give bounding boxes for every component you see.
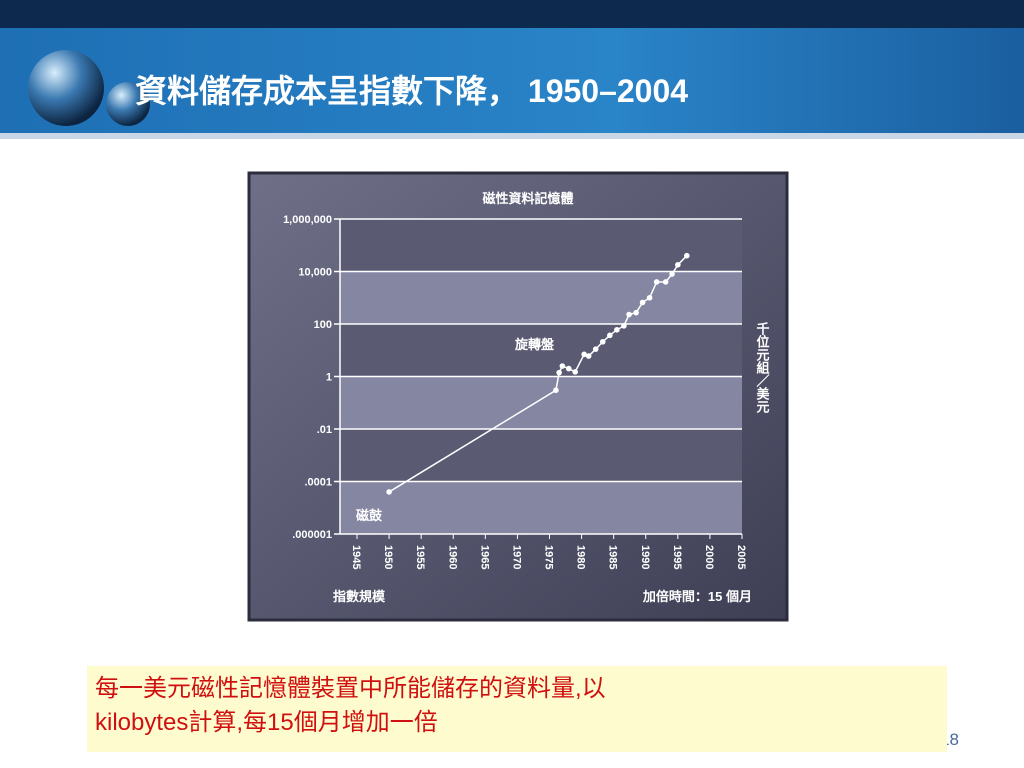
y-tick-label: 1 [326, 372, 332, 384]
point [621, 323, 627, 329]
y-tick-label: .000001 [292, 529, 332, 541]
point [653, 279, 660, 285]
band [340, 481, 742, 534]
x-tick-label: 1980 [575, 545, 587, 569]
x-axis-label: 指數規模 [333, 589, 386, 604]
point [669, 271, 675, 277]
note: 加倍時間：15 個月 [642, 589, 752, 604]
y-tick-label: .0001 [304, 477, 332, 489]
point [572, 369, 578, 375]
point [599, 338, 606, 345]
sphere [28, 50, 104, 126]
point [626, 311, 632, 318]
y-tick-label: .01 [317, 424, 332, 436]
y-tick-label: 10,000 [298, 267, 332, 279]
point [553, 387, 559, 394]
point [556, 369, 562, 376]
header [0, 28, 1024, 133]
band [340, 376, 742, 429]
caption-line: kilobytes計算,每15個月增加一倍 [95, 709, 438, 736]
point [639, 299, 646, 306]
y-axis-label: 千位元組／美元 [755, 321, 770, 414]
top-bar [0, 0, 1024, 28]
point [581, 351, 587, 358]
annotation: 磁鼓 [356, 508, 383, 523]
series-line [388, 255, 688, 493]
x-tick-label: 1960 [446, 545, 458, 569]
caption-line: 每一美元磁性記憶體裝置中所能儲存的資料量,以 [95, 675, 606, 702]
x-tick-label: 1955 [414, 545, 426, 569]
x-tick-label: 1970 [510, 545, 522, 569]
point [585, 353, 592, 359]
x-tick-label: 2005 [735, 545, 747, 569]
header-rule [0, 133, 1024, 139]
point [662, 279, 669, 285]
point [565, 365, 572, 372]
x-tick-label: 2000 [703, 545, 715, 569]
x-tick-label: 1965 [478, 545, 490, 569]
point [675, 261, 681, 268]
point [684, 252, 690, 259]
x-tick-label: 1975 [543, 545, 555, 569]
caption: 每一美元磁性記憶體裝置中所能儲存的資料量,以 kilobytes計算,每15個月… [87, 666, 947, 752]
point [607, 332, 613, 339]
point [633, 309, 639, 316]
sphere [106, 82, 150, 126]
chart-title: 磁性資料記憶體 [482, 191, 573, 206]
x-tick-label: 1945 [350, 545, 362, 569]
y-tick-label: 100 [314, 319, 332, 331]
x-tick-label: 1995 [671, 545, 683, 569]
point [646, 294, 653, 301]
band [340, 271, 742, 324]
point [614, 327, 620, 333]
plot: .000001 .0001 .01 1 100 10,000 1,000,000 1945 19… [283, 191, 769, 604]
x-tick-label: 1990 [639, 545, 651, 569]
x-tick-label: 1985 [607, 545, 619, 569]
x-tick-label: 1950 [382, 545, 394, 569]
point [386, 489, 392, 495]
y-tick-label: 1,000,000 [283, 214, 332, 226]
point [559, 363, 566, 369]
point [592, 346, 599, 352]
annotation: 旋轉盤 [514, 337, 555, 352]
slide-title: 資料儲存成本呈指數下降， 1950–2004 [135, 73, 688, 109]
